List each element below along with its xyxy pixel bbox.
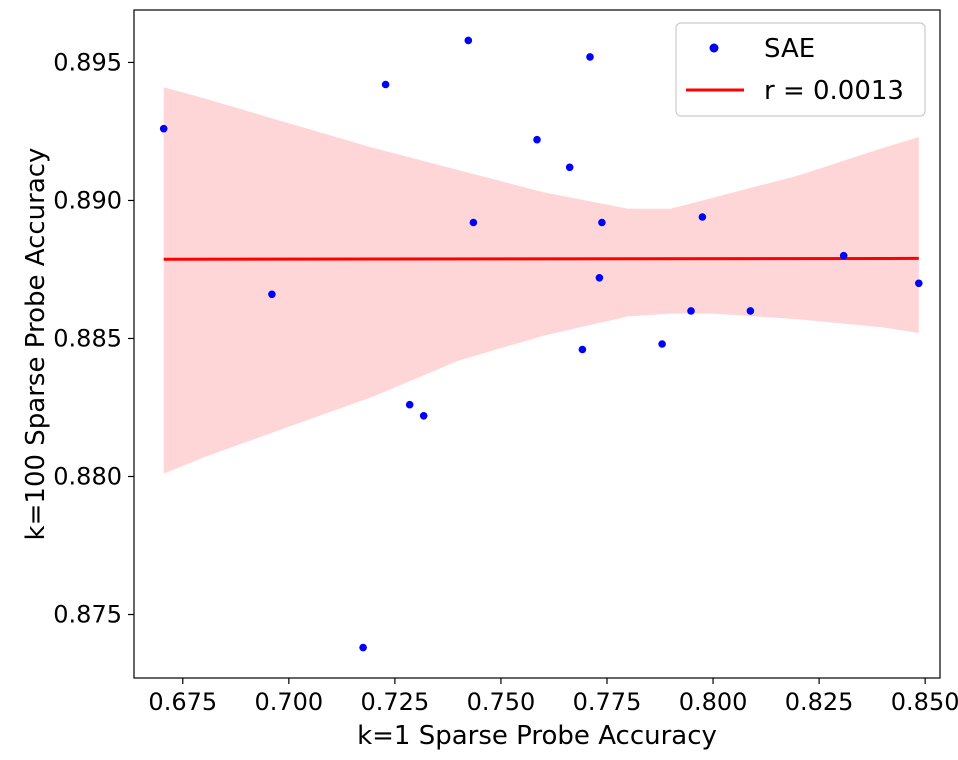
scatter-point-2 [268,290,276,299]
scatter-point-15 [658,340,666,348]
y-tick-label: 0.880 [53,462,122,490]
y-tick-label: 0.875 [53,601,122,629]
scatter-point-8 [469,218,478,227]
scatter-point-20 [915,279,923,288]
x-tick-label: 0.775 [573,688,642,716]
legend-label-fit: r = 0.0013 [764,76,904,106]
scatter-point-6 [419,412,428,420]
x-tick-label: 0.675 [148,688,217,716]
scatter-point-9 [533,135,541,144]
y-axis-title: k=100 Sparse Probe Accuracy [21,148,51,541]
x-tick-label: 0.825 [785,688,854,716]
scatter-point-13 [595,274,604,282]
scatter-point-14 [598,218,606,227]
regression-line [163,256,919,261]
x-tick-label: 0.700 [254,688,323,716]
scatter-point-16 [687,307,695,315]
scatter-point-4 [381,80,390,89]
scatter-point-1 [159,124,168,133]
x-tick-label: 0.850 [891,688,958,716]
scatter-point-11 [578,345,587,354]
scatter-point-7 [464,36,473,45]
legend: SAE r = 0.0013 [675,22,926,117]
confidence-band [163,87,919,474]
plot-frame [133,9,941,679]
scatter-point-3 [359,643,367,652]
y-tick-label: 0.895 [53,48,122,76]
legend-box [675,22,926,117]
x-axis-ticks: 0.675 0.700 0.725 0.750 0.775 0.800 0.825 0.850 [148,678,958,716]
x-axis-title: k=1 Sparse Probe Accuracy [357,721,717,751]
x-tick-label: 0.725 [361,688,430,716]
scatter-point-5 [405,400,414,409]
legend-marker-sae [709,43,719,53]
y-tick-label: 0.885 [53,324,122,352]
x-tick-label: 0.750 [467,688,536,716]
scatter-point-17 [698,213,707,221]
y-tick-label: 0.890 [53,186,122,214]
scatter-point-18 [746,307,755,315]
scatter-point-10 [565,163,574,172]
plot-area [159,36,923,652]
scatter-point-12 [586,53,594,61]
x-tick-label: 0.800 [679,688,748,716]
legend-label-sae: SAE [764,34,815,64]
y-axis-ticks: 0.875 0.880 0.885 0.890 0.895 [53,48,134,629]
scatter-point-19 [839,251,848,260]
